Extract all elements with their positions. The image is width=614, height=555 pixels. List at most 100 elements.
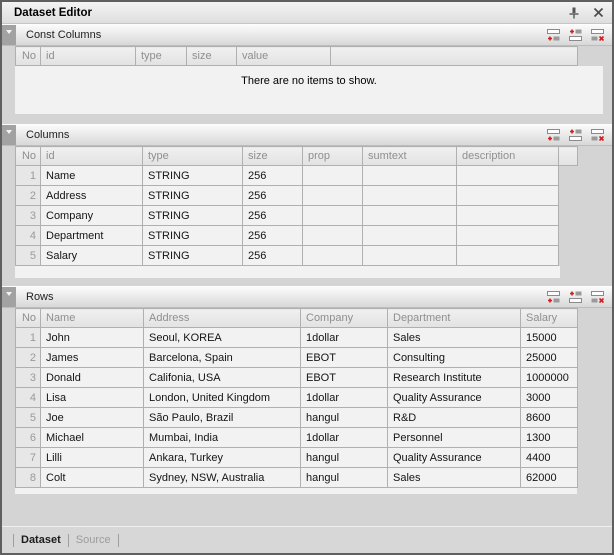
row-number-cell[interactable]: 3 (15, 367, 41, 388)
column-header-type[interactable]: type (142, 146, 243, 166)
table-cell[interactable]: Personnel (387, 427, 521, 448)
table-cell[interactable]: Colt (40, 467, 144, 488)
table-cell[interactable] (456, 225, 559, 246)
insert-row-button[interactable] (566, 28, 583, 43)
table-cell[interactable]: Lisa (40, 387, 144, 408)
row-number-cell[interactable]: 5 (15, 407, 41, 428)
table-cell[interactable] (302, 185, 363, 206)
table-cell[interactable]: 25000 (520, 347, 578, 368)
table-cell[interactable]: Mumbai, India (143, 427, 301, 448)
table-cell[interactable]: John (40, 327, 144, 348)
table-cell[interactable]: STRING (142, 245, 243, 266)
table-cell[interactable]: Sales (387, 467, 521, 488)
table-cell[interactable]: hangul (300, 447, 388, 468)
table-cell[interactable]: R&D (387, 407, 521, 428)
table-cell[interactable]: Michael (40, 427, 144, 448)
table-cell[interactable]: 1dollar (300, 387, 388, 408)
tab-source[interactable]: Source (75, 534, 111, 546)
table-cell[interactable]: 1dollar (300, 327, 388, 348)
table-cell[interactable]: 256 (242, 225, 303, 246)
column-header-prop[interactable]: prop (302, 146, 363, 166)
table-cell[interactable] (302, 205, 363, 226)
delete-row-button[interactable] (588, 128, 605, 143)
row-number-cell[interactable]: 4 (15, 225, 41, 246)
column-header-name[interactable]: Name (40, 308, 144, 328)
table-cell[interactable]: 256 (242, 185, 303, 206)
row-number-cell[interactable]: 2 (15, 347, 41, 368)
table-cell[interactable] (302, 245, 363, 266)
table-cell[interactable]: Salary (40, 245, 143, 266)
table-cell[interactable]: 1000000 (520, 367, 578, 388)
column-header-type[interactable]: type (135, 46, 187, 66)
row-number-cell[interactable]: 1 (15, 327, 41, 348)
delete-row-button[interactable] (588, 290, 605, 305)
table-cell[interactable]: 3000 (520, 387, 578, 408)
row-number-cell[interactable]: 5 (15, 245, 41, 266)
table-cell[interactable]: Address (40, 185, 143, 206)
table-cell[interactable]: Califonia, USA (143, 367, 301, 388)
row-number-cell[interactable]: 6 (15, 427, 41, 448)
column-header-description[interactable]: description (456, 146, 559, 166)
table-cell[interactable]: 256 (242, 205, 303, 226)
table-cell[interactable]: STRING (142, 205, 243, 226)
table-cell[interactable]: Sydney, NSW, Australia (143, 467, 301, 488)
row-number-cell[interactable]: 4 (15, 387, 41, 408)
add-row-button[interactable] (544, 290, 561, 305)
column-header-no[interactable]: No (15, 46, 41, 66)
table-cell[interactable]: 1dollar (300, 427, 388, 448)
column-header-size[interactable]: size (242, 146, 303, 166)
const-columns-collapse-button[interactable] (2, 25, 16, 45)
table-cell[interactable]: Joe (40, 407, 144, 428)
add-row-button[interactable] (544, 128, 561, 143)
table-cell[interactable]: 256 (242, 165, 303, 186)
tab-dataset[interactable]: Dataset (21, 534, 61, 546)
delete-row-button[interactable] (588, 28, 605, 43)
table-cell[interactable]: hangul (300, 407, 388, 428)
column-header-size[interactable]: size (186, 46, 237, 66)
close-button[interactable] (590, 5, 606, 21)
table-cell[interactable]: Ankara, Turkey (143, 447, 301, 468)
table-cell[interactable]: Seoul, KOREA (143, 327, 301, 348)
table-cell[interactable] (456, 245, 559, 266)
table-cell[interactable]: EBOT (300, 347, 388, 368)
table-cell[interactable]: São Paulo, Brazil (143, 407, 301, 428)
column-header-department[interactable]: Department (387, 308, 521, 328)
columns-collapse-button[interactable] (2, 125, 16, 145)
table-cell[interactable] (456, 205, 559, 226)
table-cell[interactable] (362, 225, 457, 246)
row-number-cell[interactable]: 1 (15, 165, 41, 186)
row-number-cell[interactable]: 7 (15, 447, 41, 468)
table-cell[interactable]: Research Institute (387, 367, 521, 388)
table-cell[interactable]: 1300 (520, 427, 578, 448)
table-cell[interactable]: EBOT (300, 367, 388, 388)
table-cell[interactable]: Sales (387, 327, 521, 348)
table-cell[interactable]: Lilli (40, 447, 144, 468)
table-cell[interactable]: Barcelona, Spain (143, 347, 301, 368)
table-cell[interactable] (456, 185, 559, 206)
table-cell[interactable]: 62000 (520, 467, 578, 488)
table-cell[interactable]: James (40, 347, 144, 368)
column-header-sumtext[interactable]: sumtext (362, 146, 457, 166)
column-header-salary[interactable]: Salary (520, 308, 578, 328)
table-cell[interactable] (362, 165, 457, 186)
table-cell[interactable]: Department (40, 225, 143, 246)
pin-button[interactable] (566, 5, 582, 21)
table-cell[interactable]: Quality Assurance (387, 447, 521, 468)
table-cell[interactable]: 15000 (520, 327, 578, 348)
table-cell[interactable]: 8600 (520, 407, 578, 428)
table-cell[interactable]: 256 (242, 245, 303, 266)
column-header-value[interactable]: value (236, 46, 331, 66)
table-cell[interactable]: London, United Kingdom (143, 387, 301, 408)
rows-collapse-button[interactable] (2, 287, 16, 307)
table-cell[interactable]: Donald (40, 367, 144, 388)
table-cell[interactable] (362, 185, 457, 206)
table-cell[interactable] (302, 225, 363, 246)
column-header-no[interactable]: No (15, 308, 41, 328)
column-header-address[interactable]: Address (143, 308, 301, 328)
table-cell[interactable]: STRING (142, 165, 243, 186)
column-header-id[interactable]: id (40, 146, 143, 166)
table-cell[interactable] (456, 165, 559, 186)
column-header-no[interactable]: No (15, 146, 41, 166)
table-cell[interactable]: STRING (142, 185, 243, 206)
insert-row-button[interactable] (566, 128, 583, 143)
